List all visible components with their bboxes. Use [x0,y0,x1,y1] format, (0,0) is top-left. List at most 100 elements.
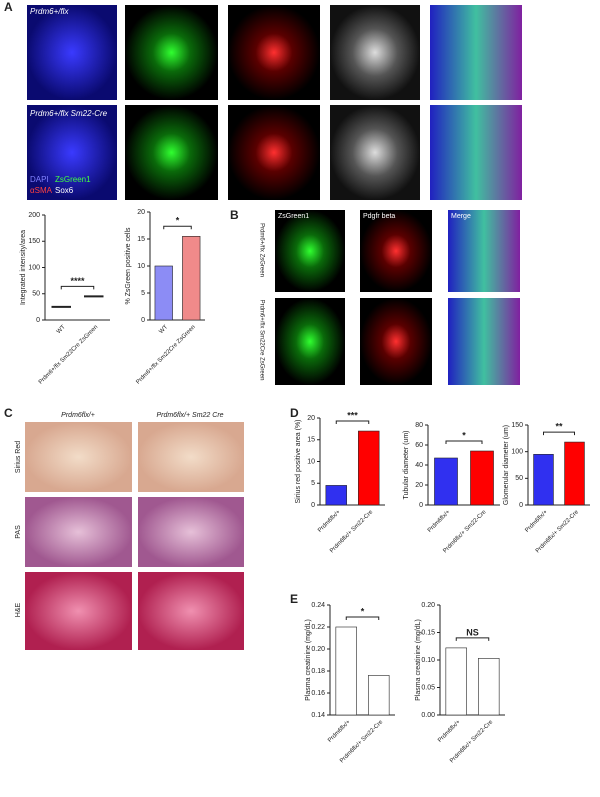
panel-label: E [290,592,298,606]
row-label: Prdm6+/flx Sm22-Cre [30,109,108,118]
column-label: Prdm6flx/+ Sm22 Cre [156,412,223,419]
bar [358,430,380,506]
histology-image [25,422,132,492]
x-tick-label: Prdm6flx/+ [427,509,452,534]
significance-label: * [361,606,365,616]
y-tick-label: 150 [511,422,523,429]
significance-label: *** [347,410,358,420]
legend-label: ZsGreen1 [55,175,91,184]
bar [182,236,201,321]
significance-label: * [176,216,180,226]
histology-image [138,572,244,650]
micrograph [360,298,432,385]
x-tick-label: Prdm6flx/+ [524,509,549,534]
row-label: Prdm6+/flx [30,7,69,16]
bar [368,675,390,716]
x-tick-label: Prdm6flx/+ [317,509,342,534]
x-tick-label: Prdm6flx/+ [437,719,462,744]
micrograph [228,105,320,200]
y-tick-label: 20 [415,482,423,489]
y-tick-label: 0.22 [311,624,325,631]
histology-image [25,572,132,650]
y-tick-label: 0.10 [421,657,435,664]
panel-label: C [4,406,13,420]
y-tick-label: 10 [137,263,145,270]
column-label: Pdgfr beta [363,213,395,220]
y-tick-label: 0 [36,317,40,324]
images [25,5,522,650]
micrograph [448,298,520,385]
panel-label: D [290,406,299,420]
y-tick-label: 15 [137,236,145,243]
micrograph [430,105,522,200]
micrograph [275,298,345,385]
axis-title: Sirius red positive area (%) [295,419,302,503]
micrograph [125,5,218,100]
x-tick-label: Prdm6+/flx Sm22Cre ZsGreen [38,324,99,385]
micrograph [27,5,117,100]
x-tick-label: Prdm6flx/+ [327,719,352,744]
y-tick-label: 150 [28,238,40,245]
y-tick-label: 0.05 [421,684,435,691]
y-tick-label: 50 [32,291,40,298]
y-tick-label: 0.20 [311,646,325,653]
significance-bracket [345,616,380,620]
legend-label: αSMA [30,186,53,195]
y-tick-label: 0.00 [421,712,435,719]
axis-title: Glomerular diameter (um) [503,425,510,505]
y-tick-label: 15 [307,437,315,444]
histology-image [25,497,132,567]
y-tick-label: 20 [307,415,315,422]
row-label: PAS [15,525,22,539]
y-tick-label: 0 [519,502,523,509]
y-tick-label: 5 [141,290,145,297]
y-tick-label: 5 [311,480,315,487]
x-tick-label: Prdm6+/flx Sm22Cre ZsGreen [135,324,196,385]
significance-label: NS [466,627,479,637]
y-tick-label: 0.20 [421,602,435,609]
panel-label: A [4,0,13,14]
y-tick-label: 40 [415,462,423,469]
y-tick-label: 0.18 [311,668,325,675]
micrograph [125,105,218,200]
column-label: Merge [451,213,471,220]
y-tick-label: 20 [137,209,145,216]
axis-title: Tubular diameter (um) [403,431,410,500]
x-tick-label: WT [158,324,169,335]
row-label: Sirius Red [15,441,22,473]
significance-label: ** [555,421,563,431]
y-tick-label: 100 [28,264,40,271]
significance-bracket [163,225,192,230]
axis-title: Plasma creatinine (mg/dL) [415,619,422,701]
micrograph [228,5,320,100]
row-label: Prdm6+/flx Sm22Cre ZsGreen [258,300,264,381]
bar [445,647,467,716]
significance-label: **** [70,276,85,286]
bar [434,457,458,506]
significance-bracket [455,637,490,641]
y-tick-label: 0.14 [311,712,325,719]
y-tick-label: 100 [511,449,523,456]
panel-label: B [230,208,239,222]
legend-label: DAPI [30,175,49,184]
bar [335,626,357,716]
y-tick-label: 0 [311,502,315,509]
legend-label: Sox6 [55,186,74,195]
axis-title: Plasma creatinine (mg/dL) [305,619,312,701]
micrograph [448,210,520,292]
micrograph [330,105,420,200]
y-tick-label: 50 [515,475,523,482]
bar [564,441,585,506]
bar [154,265,173,321]
row-label: Prdm6+/flx ZsGreen [258,223,264,277]
micrograph [330,5,420,100]
y-tick-label: 60 [415,442,423,449]
micrograph [360,210,432,292]
significance-bracket [60,285,95,290]
y-tick-label: 0 [419,502,423,509]
bar [470,450,494,506]
y-tick-label: 200 [28,212,40,219]
axis-title: % ZsGreen positive cells [125,227,132,305]
